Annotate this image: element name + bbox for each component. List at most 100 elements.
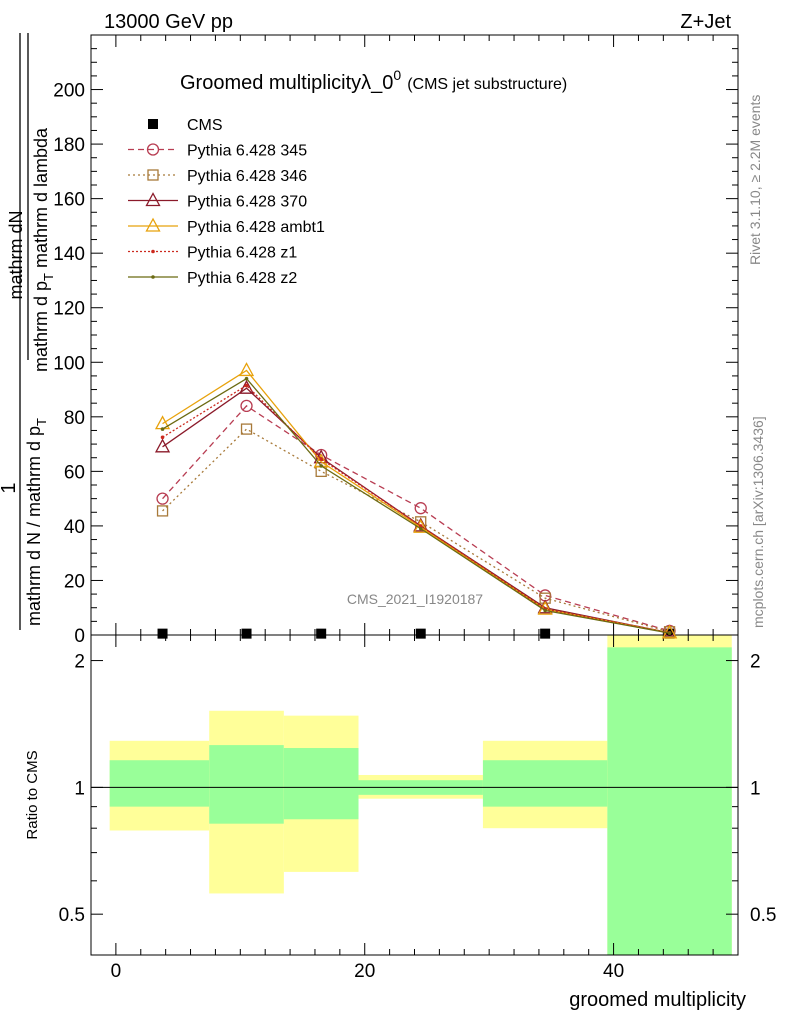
watermark: CMS_2021_I1920187 <box>347 591 483 607</box>
series-0 <box>157 628 675 639</box>
x-tick-labels: 0 20 40 <box>111 961 625 982</box>
top-y-tick-label: 80 <box>64 408 85 429</box>
event-count: ≥ 2.2M events <box>747 95 763 183</box>
legend-entry-4: Pythia 6.428 ambt1 <box>128 217 325 236</box>
data-point <box>319 464 323 468</box>
series-layer <box>154 362 678 639</box>
data-point <box>157 628 168 639</box>
data-point <box>316 628 327 639</box>
data-point <box>418 526 423 531</box>
data-point <box>156 492 169 505</box>
ratio-y-tick-label-right: 2 <box>750 652 761 673</box>
ratio-y-tick-label: 2 <box>74 652 85 673</box>
legend-label: Pythia 6.428 ambt1 <box>187 219 325 236</box>
data-point <box>156 505 169 517</box>
top-y-tick-label: 40 <box>64 517 85 538</box>
top-y-tick-label: 120 <box>53 299 85 320</box>
x-tick-label: 0 <box>111 961 122 982</box>
ratio-y-tick-label: 0.5 <box>59 905 85 926</box>
legend-label: Pythia 6.428 346 <box>187 168 307 185</box>
plot-title-sup: 0 <box>393 67 401 83</box>
ratio-green-band-1 <box>209 745 284 824</box>
ratio-green-band-2 <box>283 748 359 820</box>
legend: CMS Pythia 6.428 345 Pythia 6.428 346 Pythi… <box>128 117 325 287</box>
x-axis-label: groomed multiplicity <box>569 989 746 1011</box>
data-point <box>418 524 423 528</box>
ratio-y-tick-label: 1 <box>74 778 85 799</box>
data-point <box>244 383 249 388</box>
x-tick-label: 40 <box>603 961 624 982</box>
data-point <box>667 631 672 635</box>
ratio-y-tick-label-right: 1 <box>750 778 761 799</box>
legend-entry-0: CMS <box>148 117 223 134</box>
ylabel-denominator: mathrm d pT mathrm d lambda <box>31 127 56 372</box>
legend-marker <box>151 249 155 254</box>
ratio-y-label: Ratio to CMS <box>24 750 41 839</box>
x-tick-label: 20 <box>354 961 375 982</box>
legend-entry-3: Pythia 6.428 370 <box>128 192 307 211</box>
plot-title-main: Groomed multiplicityλ_0 <box>180 72 393 94</box>
y-tick-labels: 0 20 40 60 80 100 120 140 160 180 200 0.5 0.5 1 1 2 2 <box>53 81 776 927</box>
rivet-label: Rivet 3.1.10, ≥ 2.2M events <box>747 95 763 265</box>
ylabel-denominator-b: mathrm d lambda <box>31 127 51 273</box>
top-y-tick-label: 60 <box>64 462 85 483</box>
legend-entry-6: Pythia 6.428 z2 <box>128 270 297 287</box>
series-line-6 <box>162 377 670 634</box>
data-point <box>160 435 165 440</box>
legend-marker <box>145 192 161 207</box>
data-point <box>319 457 323 461</box>
top-y-tick-label: 0 <box>74 626 85 647</box>
top-y-tick-label: 20 <box>64 571 85 592</box>
data-point <box>543 608 547 613</box>
mcplots-label: mcplots.cern.ch [arXiv:1306.3436] <box>750 416 766 628</box>
series-line-3 <box>162 387 670 634</box>
top-y-tick-label: 140 <box>53 244 85 265</box>
legend-label: CMS <box>187 117 223 134</box>
legend-label: Pythia 6.428 370 <box>187 194 307 211</box>
header-left: 13000 GeV pp <box>104 11 233 33</box>
top-y-tick-label: 160 <box>53 190 85 211</box>
header-right: Z+Jet <box>680 11 731 33</box>
data-point <box>240 399 253 413</box>
data-point <box>415 628 426 639</box>
data-point <box>244 376 249 381</box>
data-point <box>238 362 255 377</box>
data-point <box>241 628 252 639</box>
legend-label: Pythia 6.428 z2 <box>187 270 297 287</box>
data-point <box>154 438 171 453</box>
data-point <box>313 449 329 464</box>
top-y-tick-label: 100 <box>53 353 85 374</box>
ylabel-denominator-sub: T <box>41 273 56 281</box>
legend-label: Pythia 6.428 z1 <box>187 245 297 262</box>
top-y-tick-label: 200 <box>53 81 85 102</box>
data-point <box>240 423 253 435</box>
legend-marker <box>147 169 159 181</box>
data-point <box>414 502 427 515</box>
rivet-version: Rivet 3.1.10, <box>747 183 763 266</box>
plot-title: Groomed multiplicityλ_00 (CMS jet substru… <box>180 67 567 94</box>
ylabel-one-denominator-text: mathrm d N / mathrm d p <box>24 426 44 626</box>
legend-entry-1: Pythia 6.428 345 <box>128 143 307 160</box>
data-point <box>238 379 255 394</box>
data-point <box>160 427 165 431</box>
ratio-y-tick-label-right: 0.5 <box>750 905 776 926</box>
series-6 <box>160 376 672 635</box>
legend-marker <box>146 143 160 156</box>
ratio-green-band-0 <box>109 760 210 807</box>
ylabel-one: 1 <box>0 482 20 493</box>
data-point <box>540 628 551 639</box>
ylabel-denominator-a: mathrm d p <box>31 281 51 372</box>
ratio-green-band-5 <box>607 647 732 955</box>
legend-entry-2: Pythia 6.428 346 <box>128 168 307 185</box>
legend-marker <box>148 119 158 129</box>
ylabel-numerator: mathrm dN <box>6 210 26 299</box>
ylabel-one-denominator-sub: T <box>34 418 49 426</box>
ratio-green-band-4 <box>482 760 608 807</box>
ratio-bands <box>109 635 732 955</box>
y-axis-label-top: 1 mathrm d N / mathrm d pT mathrm dN mat… <box>0 33 56 630</box>
legend-marker <box>151 275 155 279</box>
legend-label: Pythia 6.428 345 <box>187 143 307 160</box>
series-line-1 <box>162 405 670 632</box>
top-y-tick-label: 180 <box>53 135 85 156</box>
